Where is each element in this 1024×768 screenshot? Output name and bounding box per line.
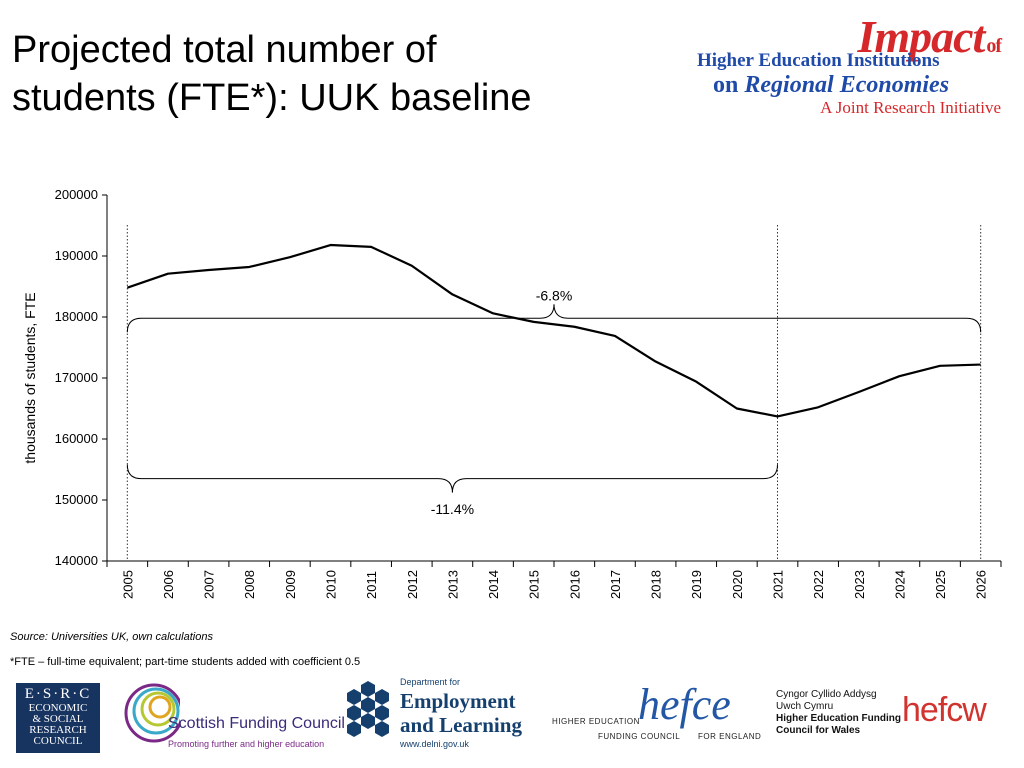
esrc-logo: E·S·R·C ECONOMIC & SOCIAL RESEARCH COUNC… [16,683,100,753]
hefcw-wordmark: hefcw [902,691,987,729]
x-tick-label: 2011 [364,571,379,599]
hefce-text-3: FOR ENGLAND [698,732,762,741]
series-line [126,243,981,418]
x-tick-label: 2014 [486,570,501,599]
y-tick-label: 140000 [55,553,98,568]
page-title: Projected total number of students (FTE*… [12,26,652,122]
del-prefix: Department for [400,677,461,687]
source-note: Source: Universities UK, own calculation… [10,631,213,643]
line-chart: 140000 150000 160000 170000 180000 190000 2000… [22,187,1002,599]
x-tick-label: 2006 [161,570,176,599]
brace-annotation [126,304,982,333]
hefce-wordmark: hefce [638,680,731,729]
annotation-label: -6.8% [536,288,573,304]
x-tick-label: 2008 [242,570,257,599]
x-tick-label: 2023 [852,570,867,599]
impact-logo-line-4: A Joint Research Initiative [820,98,1001,117]
del-url: www.delni.gov.uk [400,739,469,749]
sfc-logo: Scottish Funding Council Promoting furth… [120,679,345,755]
x-tick-label: 2020 [730,570,745,599]
y-tick-label: 150000 [55,492,98,507]
hefce-text-2: FUNDING COUNCIL [598,732,681,741]
hefcw-text: Cyngor Cyllido Addysg Uwch Cymru Higher … [776,689,901,736]
impact-logo-title: Impact of [857,11,1002,62]
x-tick-label: 2025 [933,570,948,599]
title-line-1: Projected total number of [12,29,437,71]
y-tick-label: 170000 [55,370,98,385]
x-tick-label: 2005 [120,570,135,599]
y-tick-label: 200000 [55,187,98,202]
hefcw-logo: Cyngor Cyllido Addysg Uwch Cymru Higher … [776,689,1016,755]
hefce-text-1: HIGHER EDUCATION [552,717,640,726]
x-tick-label: 2026 [974,570,989,599]
del-name: Employment and Learning [400,689,522,737]
title-line-2: students (FTE*): UUK baseline [12,77,532,119]
x-tick-label: 2019 [689,570,704,599]
x-tick-label: 2013 [445,570,460,599]
x-tick-label: 2021 [771,570,786,599]
y-axis-label: thousands of students, FTE [22,292,38,463]
fte-footnote: *FTE – full-time equivalent; part-time s… [10,656,361,668]
x-tick-label: 2022 [811,570,826,599]
sfc-name: Scottish Funding Council [168,715,345,732]
del-hexagon-icon [347,681,389,737]
x-tick-label: 2010 [324,570,339,599]
impact-logo-line-2: Higher Education Institutions [697,50,940,71]
hefce-logo: hefce HIGHER EDUCATION FUNDING COUNCIL F… [550,679,762,755]
y-tick-label: 180000 [55,309,98,324]
brace-annotation [126,464,778,493]
impact-logo: Impact of Higher Education Institutions o… [695,10,1007,117]
x-tick-label: 2016 [567,570,582,599]
x-tick-label: 2012 [405,570,420,599]
x-tick-label: 2015 [527,570,542,599]
x-tick-label: 2009 [283,570,298,599]
del-logo: Department for Employment and Learning w… [338,675,538,755]
y-tick-label: 160000 [55,431,98,446]
x-tick-label: 2007 [202,570,217,599]
x-tick-label: 2017 [608,570,623,599]
y-tick-label: 190000 [55,248,98,263]
annotation-label: -11.4% [431,501,474,517]
impact-logo-line-3: on Regional Economies [713,72,950,98]
sfc-tagline: Promoting further and higher education [168,739,325,749]
x-tick-label: 2024 [892,570,907,599]
funder-logos: E·S·R·C ECONOMIC & SOCIAL RESEARCH COUNC… [0,675,1024,760]
x-tick-label: 2018 [649,570,664,599]
